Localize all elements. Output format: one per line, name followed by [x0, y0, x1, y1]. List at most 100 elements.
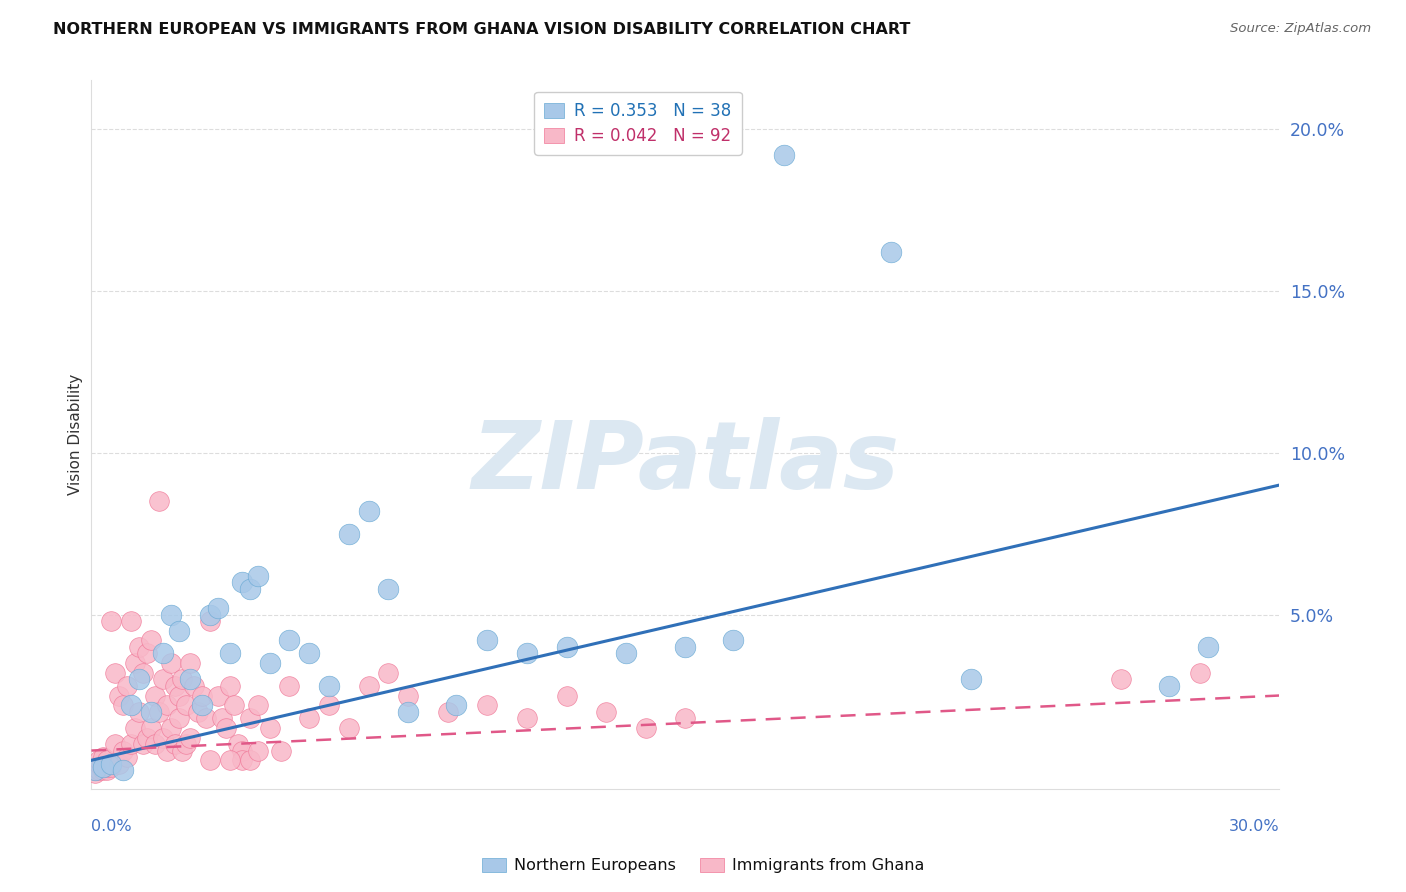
Point	[183, 679, 205, 693]
Point	[148, 494, 170, 508]
Point	[128, 640, 150, 654]
Point	[84, 760, 107, 774]
Point	[152, 647, 174, 661]
Point	[246, 568, 269, 582]
Point	[357, 504, 380, 518]
Point	[516, 711, 538, 725]
Point	[167, 689, 190, 703]
Point	[89, 753, 111, 767]
Point	[318, 698, 340, 713]
Point	[226, 737, 249, 751]
Point	[259, 656, 281, 670]
Point	[143, 737, 166, 751]
Point	[96, 753, 118, 767]
Point	[163, 679, 186, 693]
Point	[115, 679, 138, 693]
Text: 0.0%: 0.0%	[91, 819, 132, 834]
Y-axis label: Vision Disability: Vision Disability	[67, 375, 83, 495]
Point	[176, 698, 198, 713]
Point	[246, 743, 269, 757]
Point	[163, 737, 186, 751]
Text: 30.0%: 30.0%	[1229, 819, 1279, 834]
Point	[436, 705, 458, 719]
Point	[167, 624, 190, 638]
Point	[673, 711, 696, 725]
Point	[89, 763, 111, 777]
Point	[207, 689, 229, 703]
Point	[298, 711, 321, 725]
Point	[91, 760, 114, 774]
Point	[156, 698, 179, 713]
Point	[179, 731, 201, 745]
Point	[278, 679, 301, 693]
Point	[179, 673, 201, 687]
Point	[211, 711, 233, 725]
Text: Source: ZipAtlas.com: Source: ZipAtlas.com	[1230, 22, 1371, 36]
Point	[152, 731, 174, 745]
Text: NORTHERN EUROPEAN VS IMMIGRANTS FROM GHANA VISION DISABILITY CORRELATION CHART: NORTHERN EUROPEAN VS IMMIGRANTS FROM GHA…	[53, 22, 911, 37]
Point	[377, 665, 399, 680]
Point	[172, 743, 194, 757]
Point	[139, 721, 162, 735]
Point	[298, 647, 321, 661]
Legend: R = 0.353   N = 38, R = 0.042   N = 92: R = 0.353 N = 38, R = 0.042 N = 92	[534, 92, 741, 155]
Point	[219, 679, 242, 693]
Point	[112, 763, 135, 777]
Point	[179, 656, 201, 670]
Point	[159, 721, 181, 735]
Point	[1157, 679, 1180, 693]
Point	[91, 763, 114, 777]
Point	[120, 698, 142, 713]
Point	[84, 763, 107, 777]
Point	[84, 763, 107, 777]
Point	[396, 689, 419, 703]
Point	[132, 737, 155, 751]
Point	[143, 689, 166, 703]
Point	[104, 665, 127, 680]
Point	[555, 689, 578, 703]
Point	[516, 647, 538, 661]
Point	[1197, 640, 1219, 654]
Point	[377, 582, 399, 596]
Point	[191, 698, 214, 713]
Point	[673, 640, 696, 654]
Point	[135, 731, 157, 745]
Text: ZIPatlas: ZIPatlas	[471, 417, 900, 509]
Point	[108, 756, 131, 771]
Point	[318, 679, 340, 693]
Point	[195, 711, 218, 725]
Point	[200, 614, 222, 628]
Point	[337, 721, 360, 735]
Point	[239, 582, 262, 596]
Point	[222, 698, 245, 713]
Point	[396, 705, 419, 719]
Point	[148, 705, 170, 719]
Point	[156, 743, 179, 757]
Point	[477, 698, 499, 713]
Point	[239, 711, 262, 725]
Point	[152, 673, 174, 687]
Point	[773, 147, 796, 161]
Point	[139, 705, 162, 719]
Point	[96, 763, 118, 777]
Point	[444, 698, 467, 713]
Point	[634, 721, 657, 735]
Point	[337, 526, 360, 541]
Point	[357, 679, 380, 693]
Legend: Northern Europeans, Immigrants from Ghana: Northern Europeans, Immigrants from Ghan…	[475, 851, 931, 880]
Point	[135, 647, 157, 661]
Point	[115, 750, 138, 764]
Point	[231, 743, 253, 757]
Point	[1189, 665, 1212, 680]
Point	[91, 750, 114, 764]
Point	[207, 601, 229, 615]
Point	[100, 756, 122, 771]
Point	[84, 766, 107, 780]
Point	[477, 633, 499, 648]
Point	[100, 760, 122, 774]
Point	[555, 640, 578, 654]
Point	[100, 756, 122, 771]
Point	[108, 689, 131, 703]
Point	[231, 575, 253, 590]
Point	[246, 698, 269, 713]
